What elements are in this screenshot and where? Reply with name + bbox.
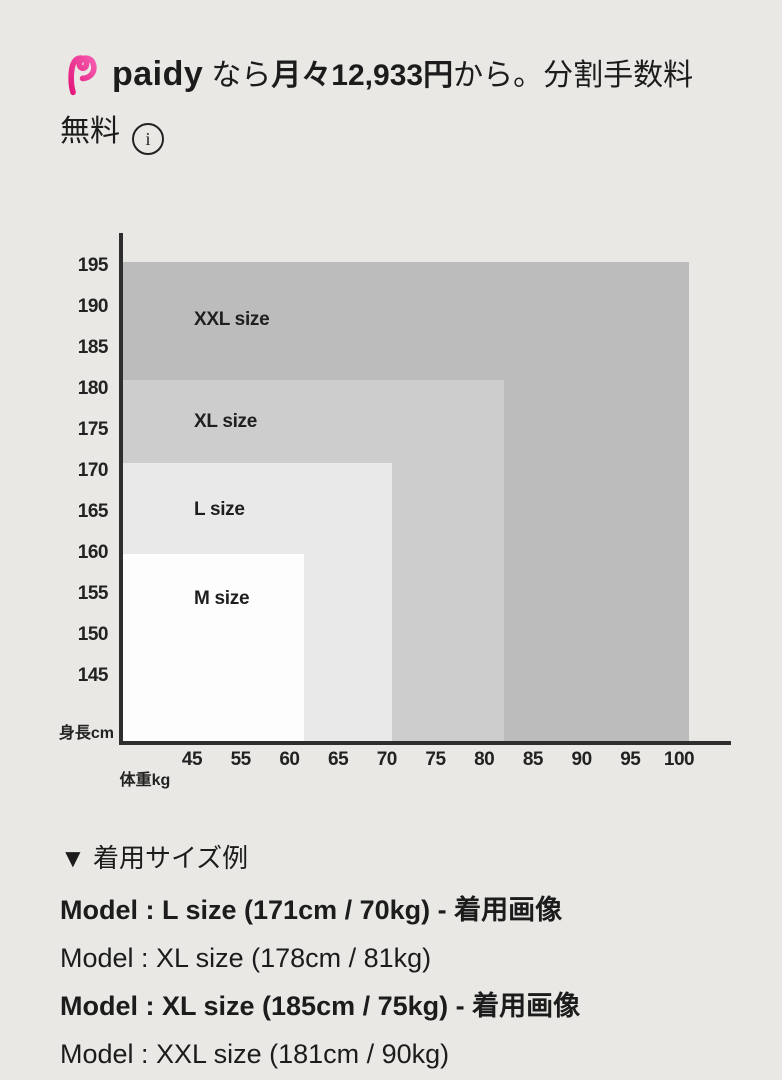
model-size-link[interactable]: Model : L size (171cm / 70kg) - 着用画像 [60,895,563,925]
size-region-label: L size [194,499,245,521]
y-tick-label: 195 [77,255,109,276]
paidy-brand-wordmark: paidy [112,55,204,93]
banner-monthly-price: 月々12,933円 [271,59,454,92]
y-tick-label: 155 [77,583,109,604]
paidy-banner: paidy なら月々12,933円から。分割手数料 無料 i [60,48,693,158]
x-tick-label: 85 [522,749,544,770]
size-examples-heading: ▼ 着用サイズ例 [60,843,249,873]
paidy-banner-line2: 無料 i [60,106,693,158]
size-region-m [123,554,304,741]
x-tick-label: 75 [425,749,446,770]
model-size-row: Model : XXL size (181cm / 90kg) [60,1039,450,1069]
y-tick-label: 190 [77,296,109,317]
size-region-label: M size [194,587,250,609]
y-tick-label: 180 [77,378,109,399]
banner-text-after: から。分割手数料 [453,59,694,92]
model-size-row: Model : XL size (178cm / 81kg) [60,943,432,973]
y-tick-label: 165 [77,501,109,522]
x-tick-label: 65 [328,749,349,770]
size-examples-section: ▼ 着用サイズ例 Model : L size (171cm / 70kg) -… [60,840,760,1078]
info-icon[interactable]: i [132,123,164,155]
x-axis-line [119,741,731,745]
x-axis-title: 体重kg [119,772,171,789]
x-tick-label: 55 [230,749,252,770]
y-tick-label: 145 [77,665,109,686]
y-tick-label: 185 [77,337,109,358]
size-region-label: XL size [194,410,258,432]
y-tick-label: 160 [77,542,109,563]
y-axis-title: 身長cm [58,725,114,742]
y-axis-line [119,233,123,745]
y-tick-label: 150 [77,624,109,645]
x-tick-label: 45 [181,749,203,770]
model-size-link[interactable]: Model : XL size (185cm / 75kg) - 着用画像 [60,991,581,1021]
paidy-banner-line1: paidy なら月々12,933円から。分割手数料 [60,48,693,102]
x-tick-label: 100 [663,749,695,770]
banner-line2-text: 無料 [60,115,120,148]
x-tick-label: 90 [571,749,593,770]
size-region-label: XXL size [194,308,270,330]
x-tick-label: 80 [474,749,495,770]
paidy-logo-icon [68,55,97,96]
x-tick-label: 60 [279,749,300,770]
x-tick-label: 95 [620,749,641,770]
y-tick-label: 170 [77,460,109,481]
y-tick-label: 175 [77,419,109,440]
size-chart: XXL size XL size L size M size 195 190 185 180 1… [58,233,731,789]
x-tick-label: 70 [376,749,398,770]
banner-text-before: なら [211,59,272,92]
